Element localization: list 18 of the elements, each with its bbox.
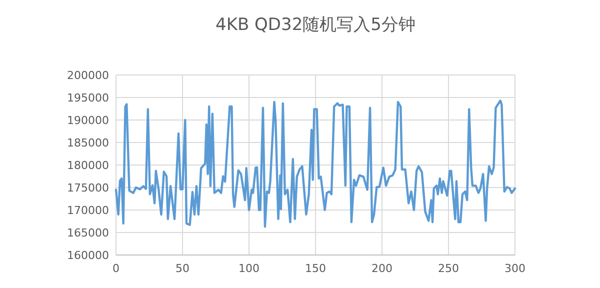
y-tick-label: 160000 [67,249,109,262]
y-tick-label: 170000 [67,204,109,217]
y-tick-label: 200000 [67,69,109,82]
x-tick-label: 0 [112,262,120,275]
line-series [114,100,516,228]
y-tick-label: 195000 [67,92,109,104]
y-tick-label: 175000 [67,182,109,194]
x-tick-label: 200 [372,262,392,275]
x-tick-label: 300 [504,262,526,275]
x-tick-label: 50 [176,262,190,275]
y-tick-label: 185000 [67,136,109,150]
y-tick-label: 165000 [67,226,109,240]
x-tick-label: 150 [305,262,326,275]
chart-title: 4KB QD32随机写入5分钟 [216,15,416,35]
x-tick-label: 100 [238,262,260,275]
y-tick-label: 180000 [67,159,109,172]
y-tick-label: 190000 [67,114,109,127]
x-tick-label: 250 [438,262,459,275]
